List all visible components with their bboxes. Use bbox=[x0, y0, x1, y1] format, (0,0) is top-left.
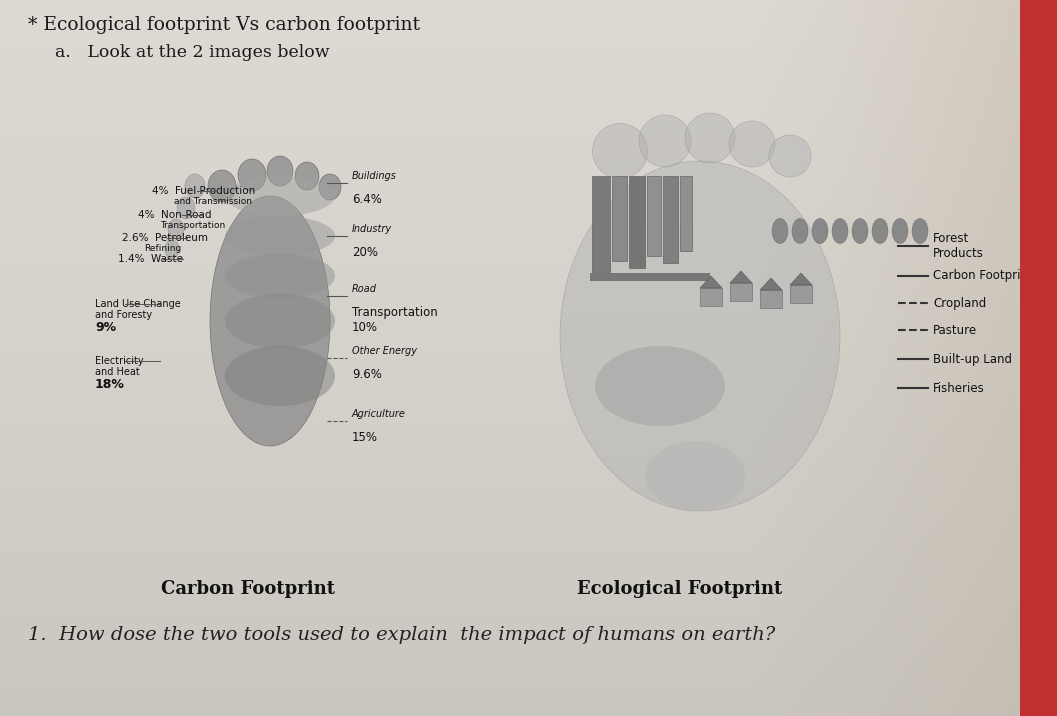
Bar bbox=[730, 283, 752, 301]
Text: Carbon Footprint: Carbon Footprint bbox=[161, 580, 335, 598]
Ellipse shape bbox=[872, 218, 888, 243]
Text: and Transmission: and Transmission bbox=[174, 197, 252, 206]
Ellipse shape bbox=[912, 218, 928, 243]
Ellipse shape bbox=[560, 161, 840, 511]
Ellipse shape bbox=[852, 218, 868, 243]
Ellipse shape bbox=[769, 135, 811, 177]
Text: Road: Road bbox=[352, 284, 377, 294]
Ellipse shape bbox=[593, 123, 648, 178]
Ellipse shape bbox=[685, 113, 735, 163]
Bar bbox=[790, 285, 812, 303]
Bar bbox=[612, 176, 627, 261]
Ellipse shape bbox=[238, 159, 266, 191]
Text: 9%: 9% bbox=[95, 321, 116, 334]
Text: Other Energy: Other Energy bbox=[352, 346, 418, 356]
Ellipse shape bbox=[792, 218, 808, 243]
Text: Built-up Land: Built-up Land bbox=[933, 352, 1012, 365]
Text: Buildings: Buildings bbox=[352, 171, 396, 181]
Ellipse shape bbox=[729, 121, 775, 167]
Text: 4%  Non-Road: 4% Non-Road bbox=[138, 210, 211, 220]
Bar bbox=[647, 176, 661, 256]
Ellipse shape bbox=[645, 441, 745, 511]
Text: Land Use Change: Land Use Change bbox=[95, 299, 181, 309]
Ellipse shape bbox=[225, 216, 335, 256]
Text: 2.6%  Petroleum: 2.6% Petroleum bbox=[122, 233, 208, 243]
Text: 1.  How dose the two tools used to explain  the impact of humans on earth?: 1. How dose the two tools used to explai… bbox=[27, 626, 775, 644]
Ellipse shape bbox=[267, 156, 293, 186]
Ellipse shape bbox=[208, 170, 236, 202]
Text: 4%  Fuel Production: 4% Fuel Production bbox=[152, 186, 255, 196]
Text: Agriculture: Agriculture bbox=[352, 409, 406, 419]
Text: 20%: 20% bbox=[352, 246, 378, 259]
Ellipse shape bbox=[772, 218, 789, 243]
Text: Carbon Footprint: Carbon Footprint bbox=[933, 269, 1033, 283]
Text: 6.4%: 6.4% bbox=[352, 193, 382, 206]
Text: Transportation: Transportation bbox=[160, 221, 225, 230]
Text: Transportation
10%: Transportation 10% bbox=[352, 306, 438, 334]
Text: Ecological Footprint: Ecological Footprint bbox=[577, 580, 782, 598]
Ellipse shape bbox=[225, 253, 335, 299]
Ellipse shape bbox=[225, 176, 335, 216]
Polygon shape bbox=[730, 271, 752, 283]
Bar bbox=[592, 176, 610, 276]
Bar bbox=[663, 176, 678, 263]
Text: 15%: 15% bbox=[352, 431, 378, 444]
Bar bbox=[700, 288, 722, 306]
Text: 18%: 18% bbox=[95, 378, 125, 391]
Ellipse shape bbox=[225, 294, 335, 349]
Ellipse shape bbox=[225, 346, 335, 406]
Ellipse shape bbox=[319, 174, 341, 200]
Ellipse shape bbox=[210, 196, 330, 446]
Ellipse shape bbox=[295, 162, 319, 190]
Ellipse shape bbox=[595, 346, 725, 426]
Text: 1.4%  Waste: 1.4% Waste bbox=[118, 254, 183, 264]
Polygon shape bbox=[790, 273, 812, 285]
Text: Fisheries: Fisheries bbox=[933, 382, 985, 395]
Text: Cropland: Cropland bbox=[933, 296, 986, 309]
Bar bbox=[1020, 0, 1057, 716]
Polygon shape bbox=[760, 278, 782, 290]
Text: Pasture: Pasture bbox=[933, 324, 977, 337]
Bar bbox=[590, 273, 710, 281]
Ellipse shape bbox=[165, 240, 179, 258]
Ellipse shape bbox=[812, 218, 828, 243]
Text: and Heat: and Heat bbox=[95, 367, 140, 377]
Text: Forest
Products: Forest Products bbox=[933, 232, 984, 260]
Text: and Foresty: and Foresty bbox=[95, 310, 152, 320]
Text: Electricity: Electricity bbox=[95, 356, 144, 366]
Bar bbox=[629, 176, 645, 268]
Ellipse shape bbox=[639, 115, 691, 167]
Text: Refining: Refining bbox=[144, 244, 181, 253]
Polygon shape bbox=[700, 276, 722, 288]
Ellipse shape bbox=[168, 219, 184, 239]
Text: a.   Look at the 2 images below: a. Look at the 2 images below bbox=[55, 44, 330, 61]
Ellipse shape bbox=[832, 218, 848, 243]
Text: Industry: Industry bbox=[352, 224, 392, 234]
Text: * Ecological footprint Vs carbon footprint: * Ecological footprint Vs carbon footpri… bbox=[27, 16, 420, 34]
Ellipse shape bbox=[177, 197, 194, 219]
Text: 9.6%: 9.6% bbox=[352, 368, 382, 381]
Bar bbox=[760, 290, 782, 308]
Bar bbox=[680, 176, 692, 251]
Ellipse shape bbox=[892, 218, 908, 243]
Ellipse shape bbox=[185, 174, 205, 198]
